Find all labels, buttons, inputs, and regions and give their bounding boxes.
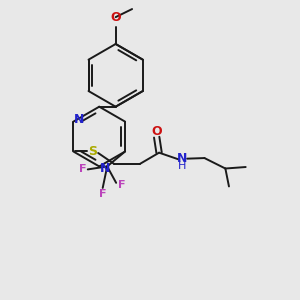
Text: S: S [88,145,97,158]
Text: F: F [79,164,86,174]
Text: O: O [110,11,121,24]
Text: N: N [99,162,110,175]
Text: N: N [74,113,84,126]
Text: F: F [99,190,106,200]
Text: F: F [118,180,126,190]
Text: O: O [152,125,162,138]
Text: N: N [177,152,187,165]
Text: H: H [178,161,186,171]
